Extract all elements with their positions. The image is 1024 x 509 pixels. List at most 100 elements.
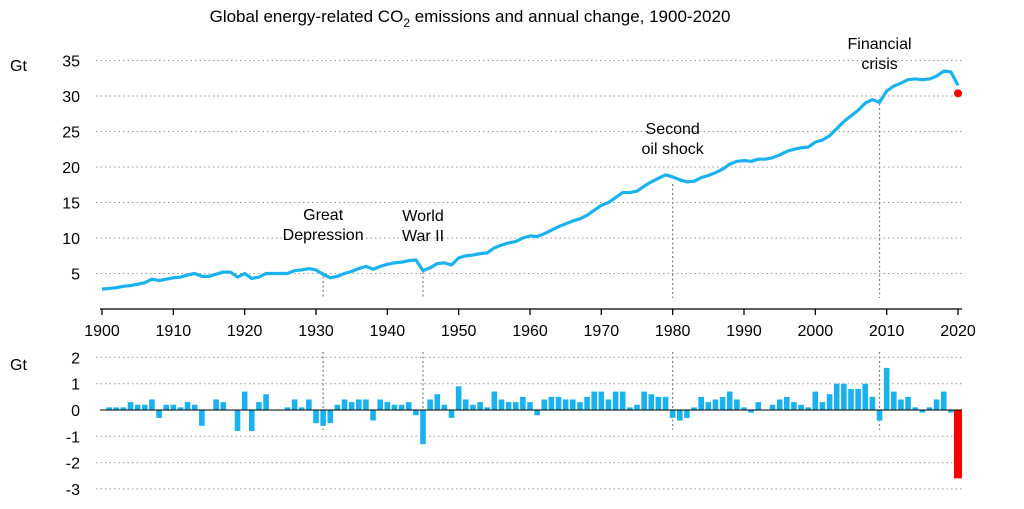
- top-y-tick-label: 10: [62, 231, 80, 248]
- event-annotation-line: War II: [402, 228, 444, 245]
- annual-change-bar: [413, 410, 419, 416]
- annual-change-bar: [634, 404, 640, 410]
- x-tick-label: 1900: [84, 323, 120, 340]
- top-y-tick-label: 35: [62, 54, 80, 71]
- annual-change-bar: [220, 402, 227, 410]
- annual-change-bar: [826, 394, 833, 410]
- annual-change-bar: [484, 407, 490, 410]
- annual-change-bar: [398, 404, 405, 410]
- annual-change-bar: [470, 404, 476, 410]
- annual-change-bar: [184, 402, 191, 410]
- annual-change-bar: [249, 410, 255, 432]
- annual-change-bar: [812, 391, 819, 410]
- annual-change-bar: [919, 410, 926, 413]
- annual-change-bar: [876, 410, 883, 421]
- annual-change-bar: [134, 404, 141, 410]
- emissions-line-panel: 5 10 15 20 25 30 35 1900 1910 1920 1930 1940 1950 196…: [62, 36, 976, 340]
- annual-change-bar: [405, 402, 412, 410]
- annual-change-bar: [562, 399, 569, 410]
- annual-change-bar: [883, 367, 890, 410]
- top-y-tick-label: 30: [62, 89, 80, 106]
- annual-change-bar: [819, 402, 826, 410]
- x-tick-label: 1950: [441, 323, 477, 340]
- bottom-y-tick-label: 2: [71, 350, 80, 367]
- annual-change-bar: [420, 410, 426, 445]
- annual-change-bar: [555, 396, 562, 410]
- annual-change-bar: [948, 410, 954, 413]
- annual-change-bar: [427, 399, 433, 410]
- annual-change-bar: [791, 402, 797, 410]
- annual-change-bar: [570, 399, 576, 410]
- annual-change-bar: [163, 404, 169, 410]
- annual-change-bar: [291, 399, 298, 410]
- x-tick-label: 2010: [869, 323, 905, 340]
- annual-change-bar: [712, 399, 719, 410]
- event-annotation: World War II: [402, 208, 444, 245]
- annual-change-bar: [591, 391, 597, 410]
- annual-change-bar: [356, 399, 362, 410]
- annual-change-bar: [241, 391, 248, 410]
- annual-change-bar: [619, 391, 626, 410]
- x-tick-label: 1910: [156, 323, 192, 340]
- x-tick-label: 1960: [512, 323, 548, 340]
- annual-change-bar: [284, 407, 291, 410]
- annual-change-bar: [512, 402, 519, 410]
- event-annotation: Financial crisis: [848, 36, 912, 73]
- annual-change-bar: [577, 402, 583, 410]
- annual-change-bar: [520, 396, 526, 410]
- annual-change-bar: [698, 396, 704, 410]
- x-tick-label: 2000: [798, 323, 834, 340]
- event-annotation-line: Great: [303, 207, 344, 224]
- annual-change-bar: [306, 399, 312, 410]
- annual-change-bar: [605, 399, 612, 410]
- annual-change-bar: [177, 407, 184, 410]
- annual-change-bar: [113, 407, 120, 410]
- annual-change-bar: [106, 407, 112, 410]
- event-annotation-line: World: [402, 208, 444, 225]
- bottom-y-tick-label: -2: [66, 456, 80, 473]
- annual-change-bar: [213, 399, 219, 410]
- emissions-2020-point: [954, 89, 962, 98]
- annual-change-bar: [691, 407, 697, 410]
- annual-change-bar: [384, 402, 391, 410]
- annual-change-bar: [505, 402, 512, 410]
- annual-change-bar: [491, 391, 498, 410]
- annual-change-bar: [940, 391, 947, 410]
- annual-change-bar: [748, 410, 754, 413]
- annual-change-bar: [120, 407, 127, 410]
- event-annotation-line: Second: [646, 121, 700, 138]
- annual-change-bar: [391, 404, 398, 410]
- annual-change-bar: [833, 383, 840, 410]
- annual-change-bar: [898, 399, 904, 410]
- annual-change-bar: [726, 391, 733, 410]
- event-annotation-line: Depression: [283, 227, 364, 244]
- annual-change-bar: [370, 410, 376, 421]
- top-y-tick-label: 20: [62, 160, 80, 177]
- event-annotation: Great Depression: [283, 207, 364, 244]
- annual-change-bar: [463, 399, 469, 410]
- event-annotation: Second oil shock: [642, 121, 705, 158]
- x-tick-label: 2020: [940, 323, 976, 340]
- annual-change-bar: [669, 410, 676, 418]
- annual-change-bar: [149, 399, 155, 410]
- annual-change-bar: [741, 407, 747, 410]
- top-y-tick-label: 15: [62, 196, 80, 213]
- annual-change-bar: [612, 391, 619, 410]
- top-y-tick-label: 5: [71, 267, 80, 284]
- annual-change-bar: [455, 386, 462, 410]
- annual-change-bar: [891, 391, 897, 410]
- annual-change-bar: [298, 407, 305, 410]
- annual-change-bar: [199, 410, 205, 426]
- top-y-unit-label: Gt: [10, 58, 27, 75]
- annual-change-bar: [498, 399, 505, 410]
- annual-change-bar: [855, 388, 861, 410]
- annual-change-bar: [341, 399, 348, 410]
- annual-change-bar: [841, 383, 847, 410]
- annual-change-bar: [541, 399, 548, 410]
- annual-change-bar: [477, 402, 483, 410]
- annual-change-bar: [142, 404, 148, 410]
- top-y-tick-label: 25: [62, 125, 80, 142]
- chart-title: Global energy-related CO2 emissions and …: [210, 7, 731, 30]
- annual-change-bar: [377, 399, 383, 410]
- annual-change-bar-panel: 2 1 0 -1 -2 -3: [66, 350, 962, 499]
